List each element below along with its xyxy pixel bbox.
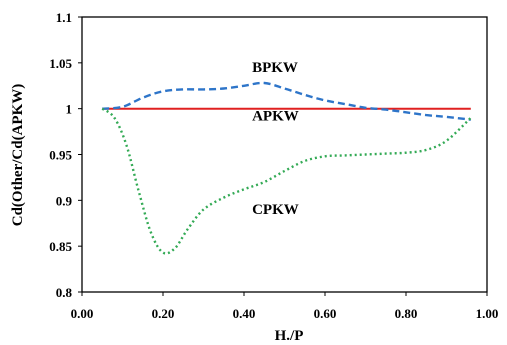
x-tick-label: 0.60 [314,306,337,321]
x-tick-label: 0.00 [71,306,94,321]
x-tick-label: 0.40 [233,306,256,321]
chart-axes [82,17,487,292]
series-line-cpkw [102,109,471,254]
y-tick-label: 0.9 [56,193,73,208]
y-tick-label: 1.05 [49,56,72,71]
y-tick-label: 1.1 [56,10,72,25]
x-tick-label: 0.80 [395,306,418,321]
y-tick-label: 0.8 [56,285,73,300]
x-tick-label: 1.00 [476,306,499,321]
y-tick-label: 1 [66,102,73,117]
y-tick-label: 0.95 [49,148,72,163]
y-tick-label: 0.85 [49,239,72,254]
y-axis-label: Cd(Other/Cd(APKW) [10,84,26,227]
tick-labels: 0.00 0.20 0.40 0.60 0.80 1.00 0.8 0.85 0.9 0.95 1 1… [49,10,498,321]
x-axis-label: H./P [275,328,304,344]
series-label-bpkw: BPKW [252,60,298,76]
series-label-apkw: APKW [252,109,299,125]
x-tick-label: 0.20 [152,306,175,321]
series-label-cpkw: CPKW [252,202,299,218]
plot-frame [82,17,487,292]
